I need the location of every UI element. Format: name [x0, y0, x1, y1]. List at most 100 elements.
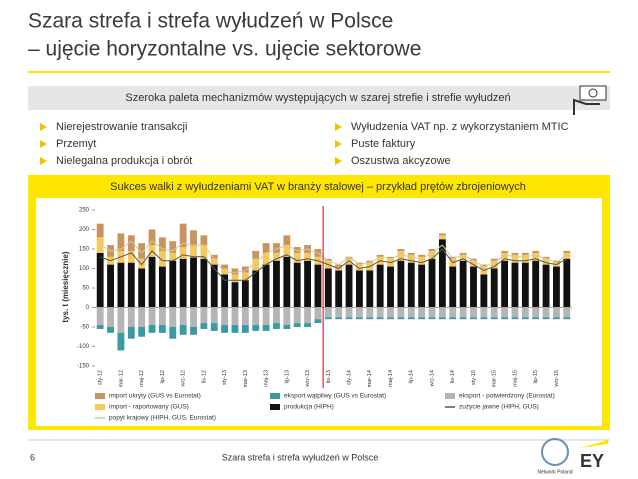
bar-segment	[490, 317, 498, 320]
bar-segment	[324, 258, 332, 261]
bar-segment	[418, 317, 426, 320]
ey-mark	[580, 440, 608, 448]
bar-segment	[262, 264, 270, 308]
legend-label: eksport wątpliwy (GUS vs Eurostat)	[284, 393, 386, 400]
bar-segment	[127, 307, 135, 327]
x-tick-label: maj-13	[264, 370, 270, 387]
bar-segment	[283, 245, 291, 257]
bar-segment	[107, 327, 114, 333]
bar-segment	[158, 250, 166, 267]
bar-segment	[335, 307, 343, 318]
bar-segment	[438, 239, 446, 308]
bar-segment	[438, 235, 446, 240]
bar-segment	[356, 317, 363, 320]
bar-segment	[273, 243, 280, 253]
bar-segment	[511, 252, 519, 255]
bar-segment	[480, 274, 488, 308]
legend-label: eksport - potwierdzony (Eurostat)	[459, 393, 555, 400]
bar-segment	[324, 307, 332, 318]
title-line: Szara strefa i strefa wyłudzeń w Polsce	[28, 10, 393, 33]
bar-segment	[449, 317, 457, 320]
bar-segment	[542, 317, 550, 320]
y-tick-label: -100	[77, 344, 90, 350]
bar-segment	[158, 325, 166, 333]
bar-segment	[511, 317, 519, 320]
bar-segment	[480, 317, 488, 320]
bullet-text: Wyłudzenia VAT np. z wykorzystaniem MTIC	[351, 121, 569, 133]
x-tick-label: mar-14	[367, 370, 373, 387]
bar-segment	[407, 254, 415, 263]
bar-segment	[407, 307, 415, 318]
bar-segment	[563, 250, 571, 253]
bullet-marker	[335, 123, 342, 131]
banner-bg	[28, 86, 610, 110]
bar-segment	[501, 250, 509, 253]
bar-segment	[158, 237, 166, 251]
bar-segment	[480, 307, 488, 318]
bar-segment	[252, 270, 260, 308]
bar-segment	[376, 264, 384, 308]
bar-segment	[262, 243, 270, 253]
bar-segment	[138, 327, 146, 337]
bar-segment	[200, 245, 208, 259]
bar-segment	[397, 307, 405, 318]
x-tick-label: maj-12	[139, 370, 145, 387]
bar-segment	[356, 262, 363, 265]
chart-title: Sukces walki z wyłudzeniami VAT w branży…	[110, 181, 526, 193]
bar-segment	[521, 262, 529, 308]
bar-segment	[376, 317, 384, 320]
bar-segment	[117, 332, 125, 351]
bar-segment	[532, 252, 540, 261]
plot: -150 -100 -50 0 50 100 150 200 250 sty-12 mar-12 ma…	[77, 206, 572, 422]
legend-label: zużycie jawne (HIPH, GUS)	[459, 404, 539, 411]
bar-segment	[252, 307, 260, 326]
bar-segment	[521, 307, 529, 318]
bar-segment	[490, 268, 498, 308]
banner-text: Szeroka paleta mechanizmów występujących…	[125, 92, 510, 104]
bar-segment	[501, 317, 509, 320]
bar-segment	[366, 270, 374, 308]
bar-segment	[366, 307, 374, 318]
bar-segment	[470, 260, 477, 267]
bar-segment	[117, 262, 125, 308]
bullet-text: Puste faktury	[351, 138, 416, 150]
bar-segment	[314, 307, 322, 320]
bullet-marker	[40, 140, 47, 148]
bar-segment	[470, 266, 477, 308]
bar-segment	[428, 249, 436, 251]
bar-segment	[521, 317, 529, 320]
bar-segment	[283, 307, 291, 326]
bullets: Nierejestrowanie transakcji Przemyt Nieleg…	[40, 121, 569, 167]
bar-segment	[563, 258, 571, 308]
bullet-marker	[335, 157, 342, 165]
y-tick-label: 150	[79, 247, 90, 253]
line-series	[100, 248, 568, 281]
bar-segment	[418, 264, 426, 308]
bar-segment	[262, 307, 270, 326]
bar-segment	[179, 223, 187, 248]
bar-segment	[366, 317, 374, 320]
bar-segment	[501, 252, 509, 261]
bar-segment	[366, 260, 374, 263]
x-tick-label: lip-12	[160, 370, 166, 383]
bar-segment	[96, 223, 104, 238]
bar-segment	[221, 274, 229, 308]
bar-segment	[252, 258, 260, 271]
bar-segment	[293, 323, 301, 327]
bar-segment	[107, 264, 114, 308]
bar-segment	[335, 270, 343, 308]
line-series	[99, 240, 568, 273]
bar-segment	[407, 252, 415, 255]
bullet-text: Przemyt	[56, 138, 96, 150]
bar-segment	[179, 258, 187, 308]
bar-segment	[200, 307, 208, 324]
y-axis-label: tys. t (miesięcznie)	[61, 251, 70, 322]
y-tick-label: 50	[82, 286, 89, 292]
bar-segment	[511, 307, 519, 318]
bar-segment	[200, 235, 208, 246]
bar-segment	[532, 260, 540, 308]
x-tick-label: wrz-14	[429, 370, 435, 388]
bar-segment	[293, 307, 301, 324]
bar-segment	[241, 266, 249, 273]
bar-segment	[169, 327, 177, 339]
